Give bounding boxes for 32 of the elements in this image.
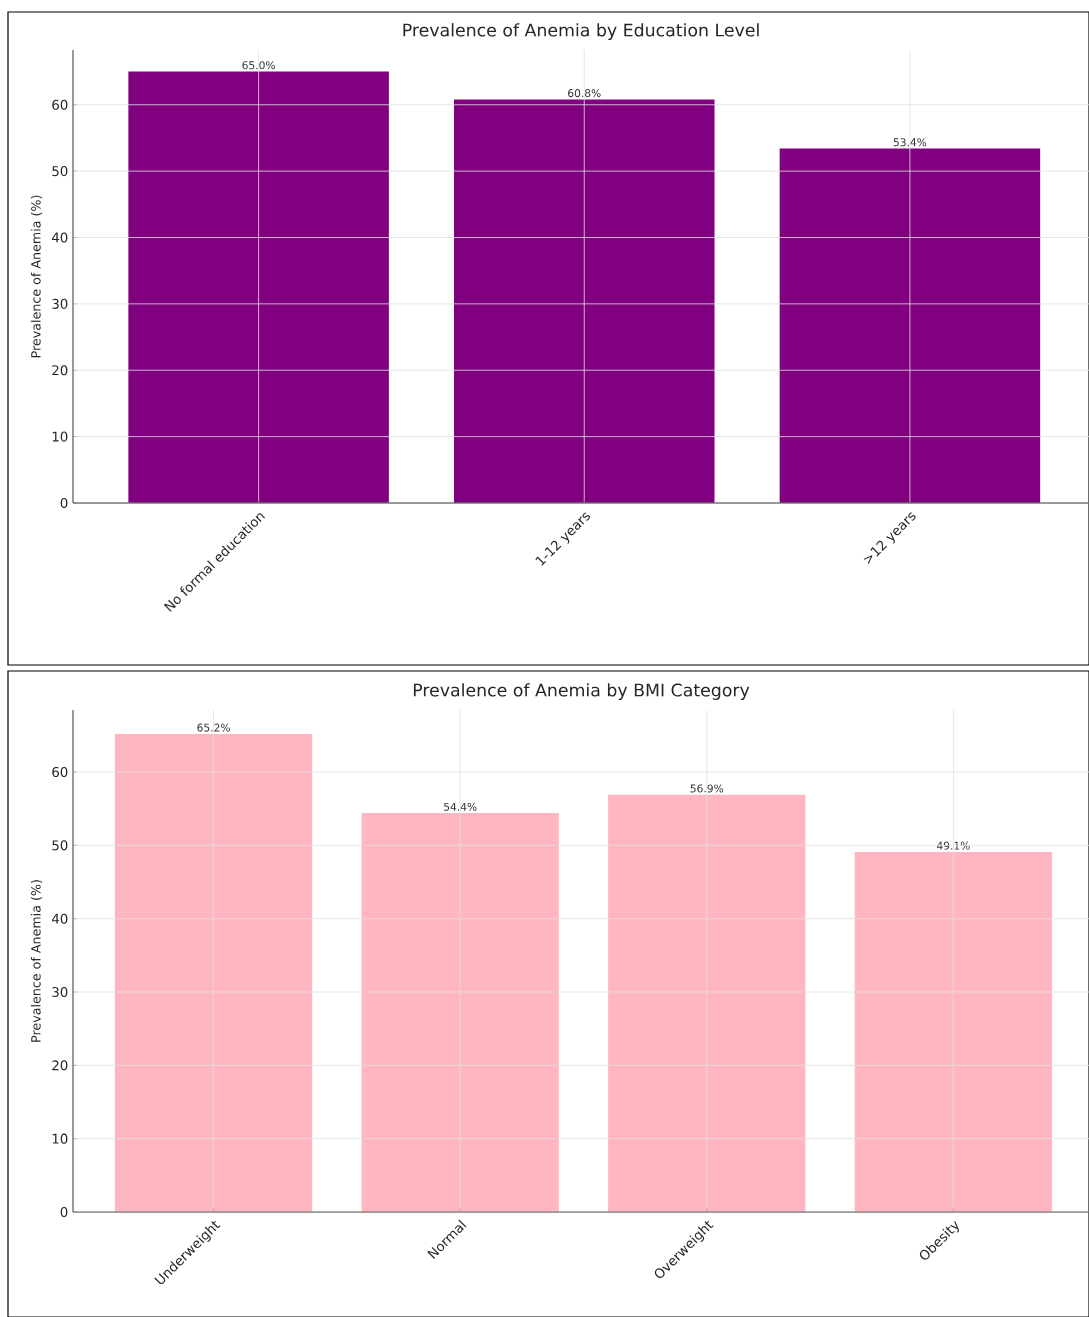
data-label: 65.2% [197, 723, 230, 732]
y-axis-title: Prevalence of Anemia (%) [30, 880, 43, 1042]
bar [114, 733, 313, 1212]
y-tick-label: 30 [52, 298, 68, 309]
y-tick-label: 50 [52, 840, 68, 851]
y-tick-label: 0 [60, 1206, 68, 1218]
data-label: 65.0% [242, 61, 275, 70]
y-tick-label: 50 [52, 166, 68, 177]
y-tick-label: 20 [52, 365, 68, 376]
y-tick-label: 10 [52, 431, 68, 442]
data-label: 54.4% [444, 802, 477, 811]
y-axis-title: Prevalence of Anemia (%) [30, 195, 43, 358]
data-label: 53.4% [893, 138, 927, 147]
chart-title: Prevalence of Anemia by Education Level [403, 23, 759, 40]
data-label: 49.1% [936, 841, 970, 850]
y-tick-label: 10 [52, 1133, 68, 1144]
bar [779, 148, 1041, 503]
bar [454, 99, 715, 503]
y-tick-label: 60 [52, 766, 68, 778]
bar [854, 851, 1053, 1212]
y-tick-label: 40 [51, 913, 68, 924]
y-tick-label: 30 [52, 986, 68, 998]
y-tick-label: 0 [60, 497, 68, 509]
data-label: 56.9% [690, 784, 724, 793]
y-tick-label: 60 [52, 99, 68, 110]
bar [361, 813, 559, 1212]
y-tick-label: 40 [51, 232, 68, 243]
data-label: 60.8% [568, 89, 601, 98]
bar [128, 71, 389, 503]
bar [608, 794, 806, 1212]
chart-title: Prevalence of Anemia by BMI Category [413, 683, 750, 700]
y-tick-label: 20 [52, 1060, 68, 1071]
